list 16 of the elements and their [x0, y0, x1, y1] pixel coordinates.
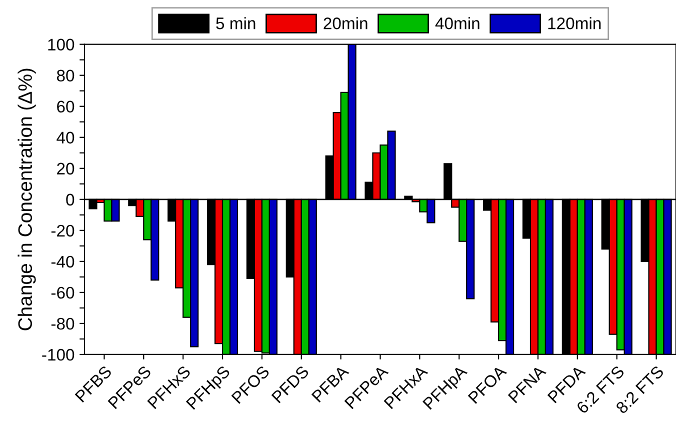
legend-label: 20min — [324, 17, 368, 30]
legend-label: 5 min — [216, 17, 256, 30]
y-tick-label: -20 — [51, 224, 74, 237]
y-tick-label: -80 — [51, 318, 74, 330]
y-tick-label: -40 — [51, 256, 74, 268]
y-tick-label: 60 — [57, 100, 74, 113]
legend-label: 120min — [548, 17, 601, 30]
y-tick-label: 0 — [66, 194, 74, 206]
y-tick-label: -100 — [42, 348, 74, 361]
y-tick-label: 20 — [57, 162, 74, 175]
legend-label: 40min — [435, 17, 480, 30]
y-tick-label: 100 — [48, 38, 74, 51]
y-tick-label: 80 — [56, 70, 74, 82]
y-axis-title: Change in Concentration (Δ%) — [18, 68, 36, 330]
y-tick-label: -60 — [51, 286, 74, 299]
y-tick-label: 40 — [56, 132, 74, 144]
